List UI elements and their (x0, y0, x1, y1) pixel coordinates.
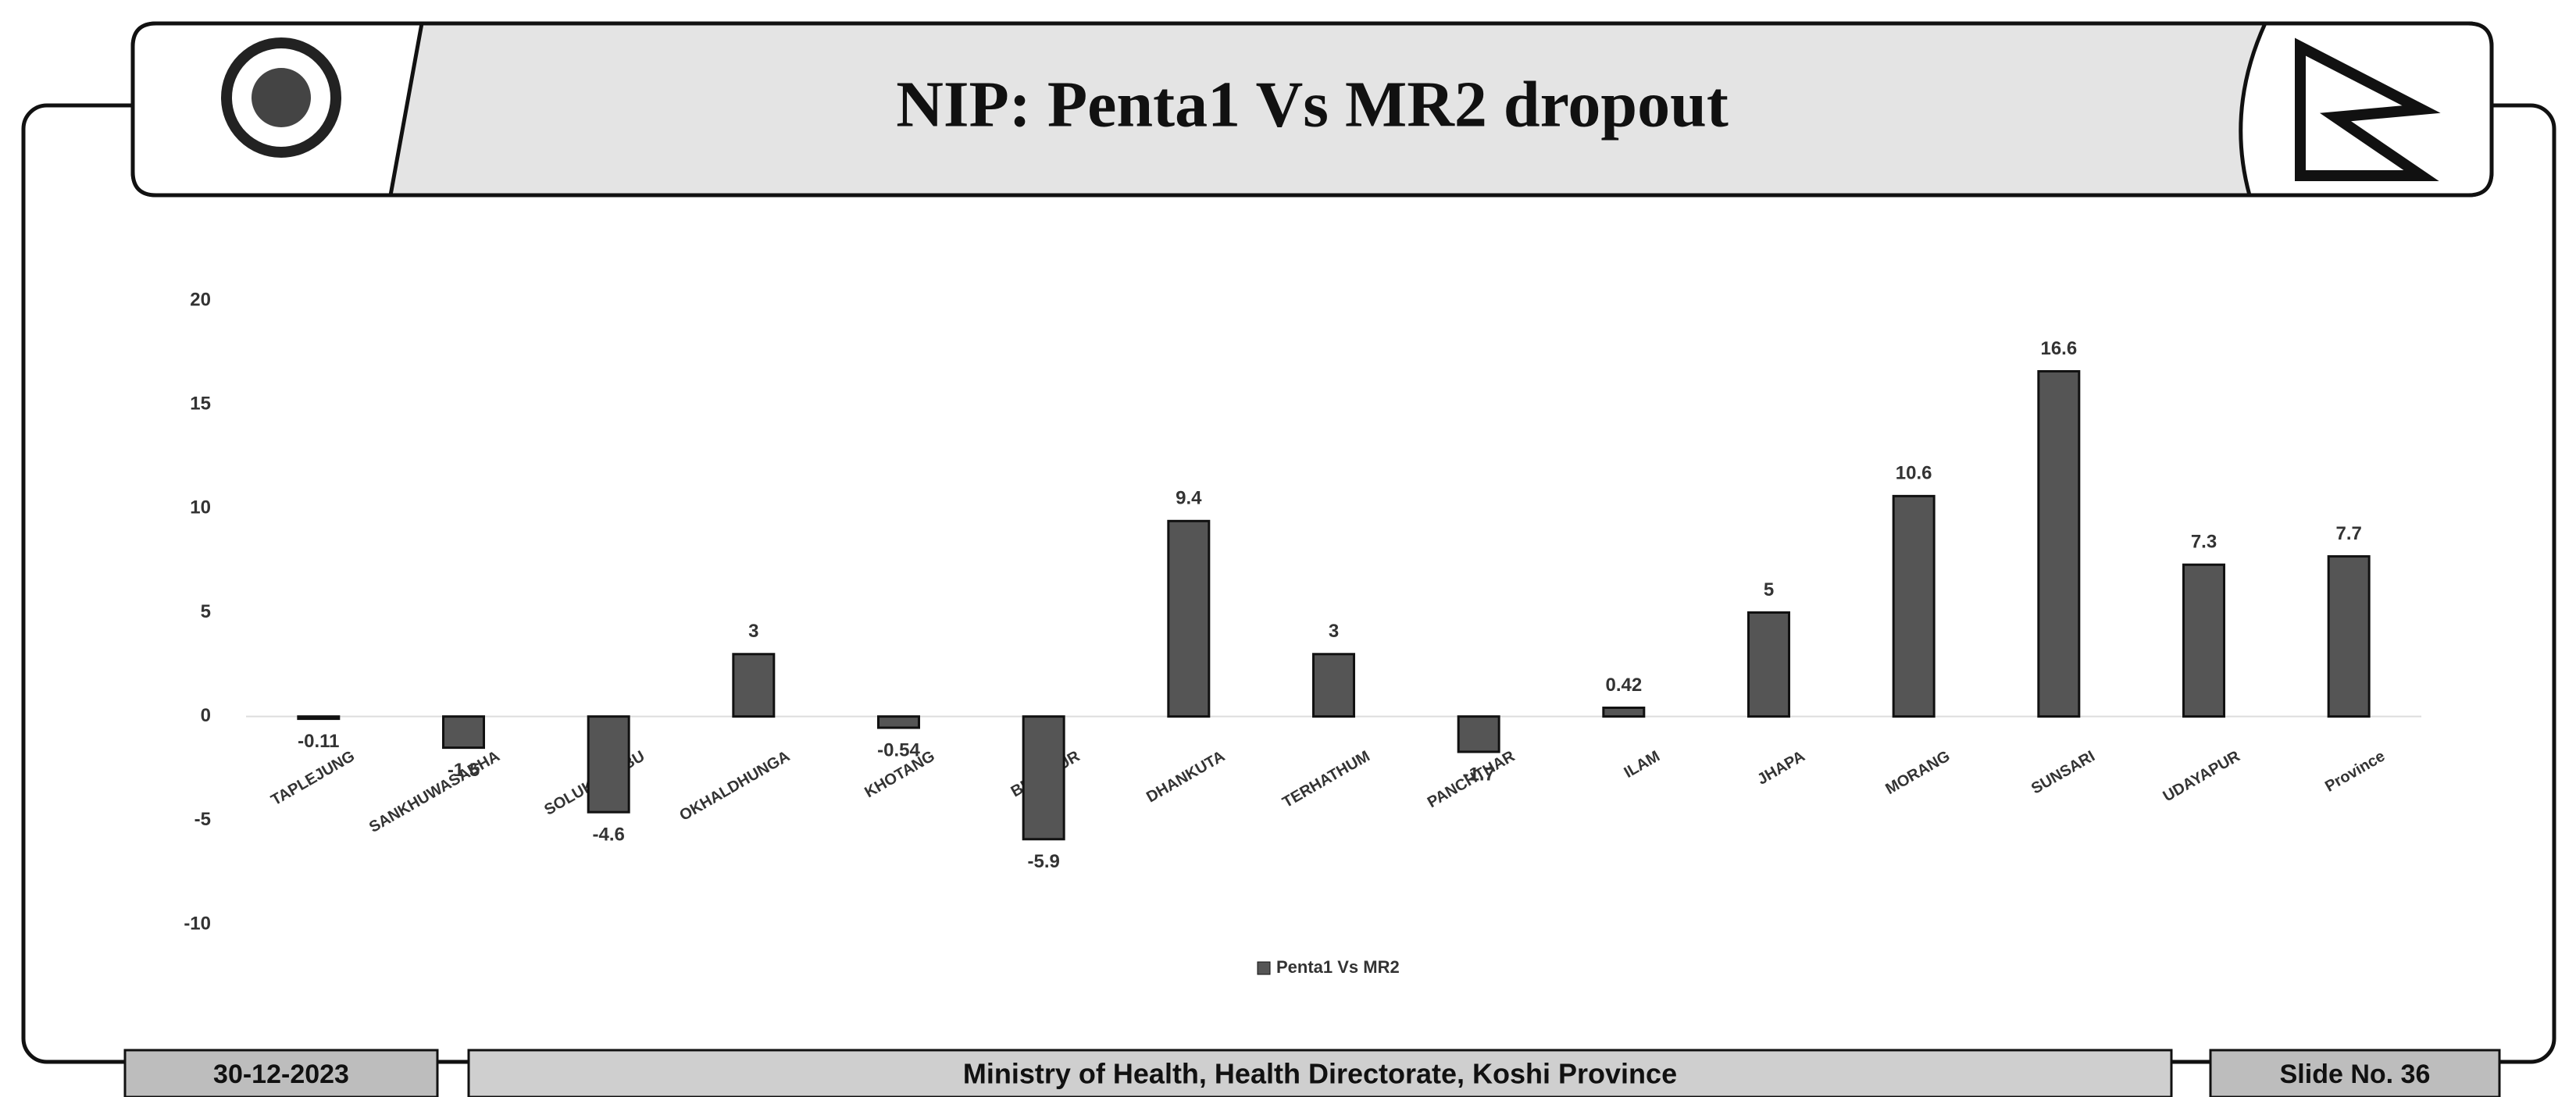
data-label: -0.11 (298, 731, 339, 752)
x-tick-label: DHANKUTA (1144, 748, 1228, 807)
bar (732, 653, 776, 718)
legend-swatch (1257, 961, 1271, 975)
data-label: 3 (1329, 621, 1339, 642)
data-label: -1.7 (1462, 764, 1494, 785)
emblem-center (252, 68, 311, 127)
x-tick-label: TAPLEJUNG (268, 748, 358, 810)
data-label: 7.3 (2191, 532, 2217, 553)
x-tick-label: SUNSARI (2028, 748, 2098, 798)
data-label: 9.4 (1176, 488, 1202, 509)
y-tick-label: 0 (201, 705, 211, 726)
data-label: 0.42 (1605, 675, 1642, 696)
bar (1457, 715, 1500, 753)
footer-date: 30-12-2023 (213, 1060, 349, 1089)
header-title: NIP: Penta1 Vs MR2 dropout (896, 68, 1729, 141)
y-tick-label: 20 (190, 289, 211, 310)
bar (1312, 653, 1355, 718)
y-tick-label: -10 (184, 913, 211, 934)
bar (1892, 494, 1936, 718)
bar (2327, 555, 2371, 718)
y-tick-label: 5 (201, 601, 211, 622)
bar (877, 715, 920, 729)
footer-slide-box (2209, 1049, 2501, 1097)
bar (442, 715, 485, 750)
data-label: 10.6 (1896, 463, 1932, 484)
footer-slide: Slide No. 36 (2280, 1060, 2431, 1089)
x-tick-label: OKHALDHUNGA (676, 748, 793, 825)
footer-date-box (123, 1049, 439, 1097)
x-tick-label: TERHATHUM (1279, 748, 1372, 812)
data-label: -5.9 (1027, 851, 1059, 872)
bar (1022, 715, 1065, 841)
bar (587, 715, 630, 814)
data-label: 5 (1764, 579, 1774, 600)
y-tick-label: -5 (194, 809, 211, 830)
data-label: 16.6 (2040, 338, 2077, 359)
x-tick-label: SANKHUWASABHA (366, 748, 503, 836)
data-label: 3 (748, 621, 758, 642)
x-tick-label: JHAPA (1754, 748, 1807, 789)
data-label: 7.7 (2335, 523, 2361, 544)
y-tick-label: 15 (190, 394, 211, 415)
x-tick-label: Province (2322, 748, 2388, 796)
flag-logo (2295, 37, 2441, 181)
data-label: -4.6 (592, 825, 624, 846)
x-tick-label: ILAM (1622, 748, 1663, 782)
slide-frame (21, 103, 2556, 1064)
bar (2182, 563, 2225, 718)
x-tick-label: UDAYAPUR (2160, 747, 2243, 805)
y-tick-label: 10 (190, 497, 211, 518)
legend-label: Penta1 Vs MR2 (1276, 957, 1400, 977)
bar (297, 715, 341, 721)
data-label: -1.5 (448, 760, 480, 781)
bar (1167, 519, 1211, 718)
bar (1602, 706, 1646, 718)
footer-organization: Ministry of Health, Health Directorate, … (963, 1058, 1677, 1090)
bar (1747, 611, 1790, 718)
footer-org-box (467, 1049, 2173, 1097)
x-tick-label: MORANG (1882, 748, 1953, 799)
bar (2037, 370, 2081, 718)
data-label: -0.54 (877, 739, 920, 760)
